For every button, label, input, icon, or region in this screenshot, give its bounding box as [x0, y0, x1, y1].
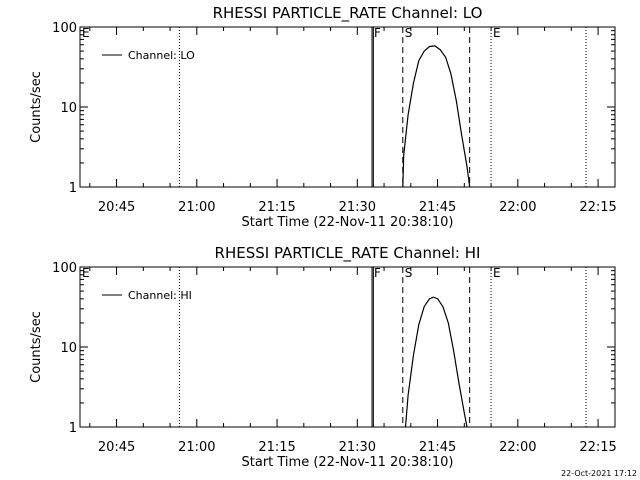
marker-label: F [374, 266, 381, 280]
y-tick-label: 100 [52, 21, 77, 36]
marker-label: E [493, 266, 501, 280]
x-tick-label: 20:45 [98, 440, 135, 455]
marker-label: S [405, 26, 413, 40]
x-tick-label: 22:00 [499, 440, 536, 455]
corner-mark: E [82, 266, 90, 280]
x-tick-label: 21:00 [178, 200, 215, 215]
corner-mark: E [82, 26, 90, 40]
x-tick-label: 22:15 [579, 200, 616, 215]
marker-label: F [374, 26, 381, 40]
x-tick-label: 20:45 [98, 200, 135, 215]
x-tick-label: 21:15 [258, 440, 295, 455]
x-tick-label: 21:45 [419, 440, 456, 455]
series-line [402, 45, 471, 188]
y-tick-label: 1 [69, 421, 77, 436]
y-tick-label: 10 [60, 341, 77, 356]
chart-title: RHESSI PARTICLE_RATE Channel: LO [213, 4, 483, 23]
x-tick-label: 21:30 [339, 440, 376, 455]
x-tick-label: 21:30 [339, 200, 376, 215]
y-tick-label: 1 [69, 181, 77, 196]
marker-label: E [493, 26, 501, 40]
x-tick-label: 22:00 [499, 200, 536, 215]
x-tick-label: 21:45 [419, 200, 456, 215]
x-tick-label: 21:00 [178, 440, 215, 455]
chart-title: RHESSI PARTICLE_RATE Channel: HI [215, 244, 481, 263]
timestamp: 22-Oct-2021 17:12 [561, 469, 637, 478]
y-axis-label: Counts/sec [29, 311, 44, 383]
chart-panel-hi: RHESSI PARTICLE_RATE Channel: HI 20:45 21:… [29, 244, 617, 470]
legend-label: Channel: HI [128, 289, 192, 302]
x-axis-label: Start Time (22-Nov-11 20:38:10) [242, 215, 454, 230]
series-line [404, 296, 468, 428]
marker-label: S [405, 266, 413, 280]
legend-label: Channel: LO [128, 49, 195, 62]
chart-panel-lo: RHESSI PARTICLE_RATE Channel: LO 20:45 21:… [29, 4, 617, 230]
y-tick-label: 100 [52, 261, 77, 276]
y-axis-label: Counts/sec [29, 71, 44, 143]
x-axis-label: Start Time (22-Nov-11 20:38:10) [242, 455, 454, 470]
y-tick-label: 10 [60, 101, 77, 116]
x-tick-label: 22:15 [579, 440, 616, 455]
x-tick-label: 21:15 [258, 200, 295, 215]
